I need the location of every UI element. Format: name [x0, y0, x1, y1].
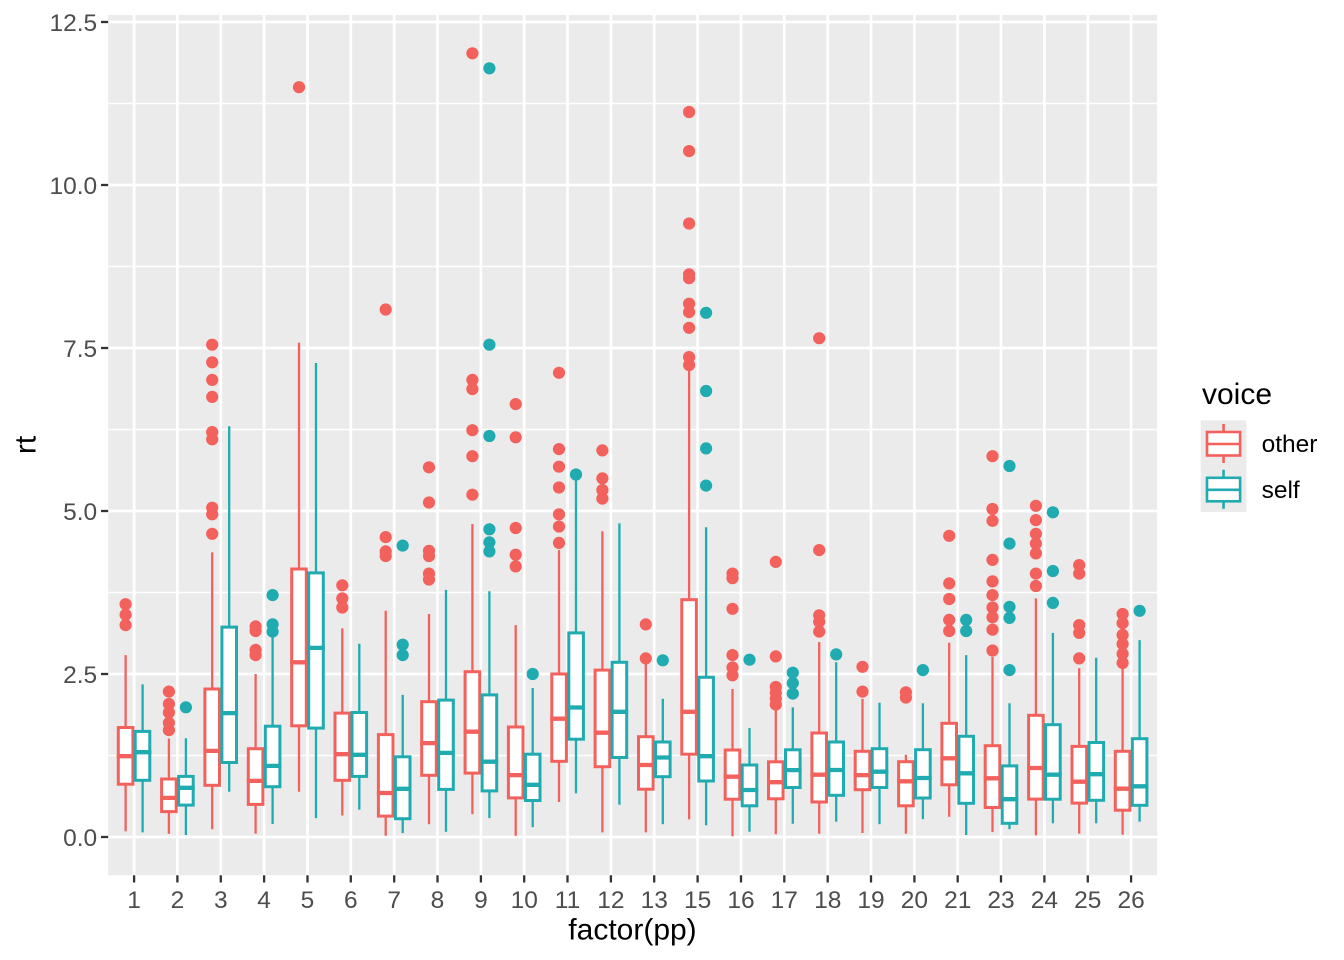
svg-text:voice: voice [1202, 378, 1272, 411]
svg-text:1: 1 [127, 887, 141, 914]
svg-text:18: 18 [814, 887, 841, 914]
svg-text:24: 24 [1031, 887, 1058, 914]
svg-text:rt: rt [9, 435, 42, 454]
svg-text:0.0: 0.0 [63, 825, 97, 852]
svg-text:12: 12 [597, 887, 624, 914]
svg-text:15: 15 [684, 887, 711, 914]
svg-text:2: 2 [171, 887, 185, 914]
svg-text:7: 7 [387, 887, 401, 914]
svg-text:25: 25 [1074, 887, 1101, 914]
svg-text:other: other [1262, 431, 1318, 458]
svg-text:13: 13 [641, 887, 668, 914]
svg-text:12.5: 12.5 [50, 10, 98, 37]
svg-text:11: 11 [555, 887, 580, 914]
svg-text:7.5: 7.5 [63, 336, 97, 363]
svg-text:factor(pp): factor(pp) [568, 914, 696, 947]
svg-text:6: 6 [344, 887, 358, 914]
svg-text:self: self [1262, 477, 1300, 504]
svg-text:10.0: 10.0 [50, 173, 98, 200]
svg-text:2.5: 2.5 [63, 662, 97, 689]
svg-text:17: 17 [771, 887, 798, 914]
svg-text:5: 5 [301, 887, 315, 914]
svg-text:21: 21 [944, 887, 971, 914]
svg-text:3: 3 [214, 887, 228, 914]
svg-text:4: 4 [257, 887, 271, 914]
svg-text:10: 10 [511, 887, 538, 914]
svg-text:19: 19 [857, 887, 884, 914]
svg-text:26: 26 [1117, 887, 1144, 914]
svg-text:20: 20 [901, 887, 928, 914]
svg-text:9: 9 [474, 887, 488, 914]
svg-text:16: 16 [727, 887, 754, 914]
svg-text:8: 8 [431, 887, 445, 914]
svg-text:5.0: 5.0 [63, 499, 97, 526]
svg-text:23: 23 [987, 887, 1014, 914]
